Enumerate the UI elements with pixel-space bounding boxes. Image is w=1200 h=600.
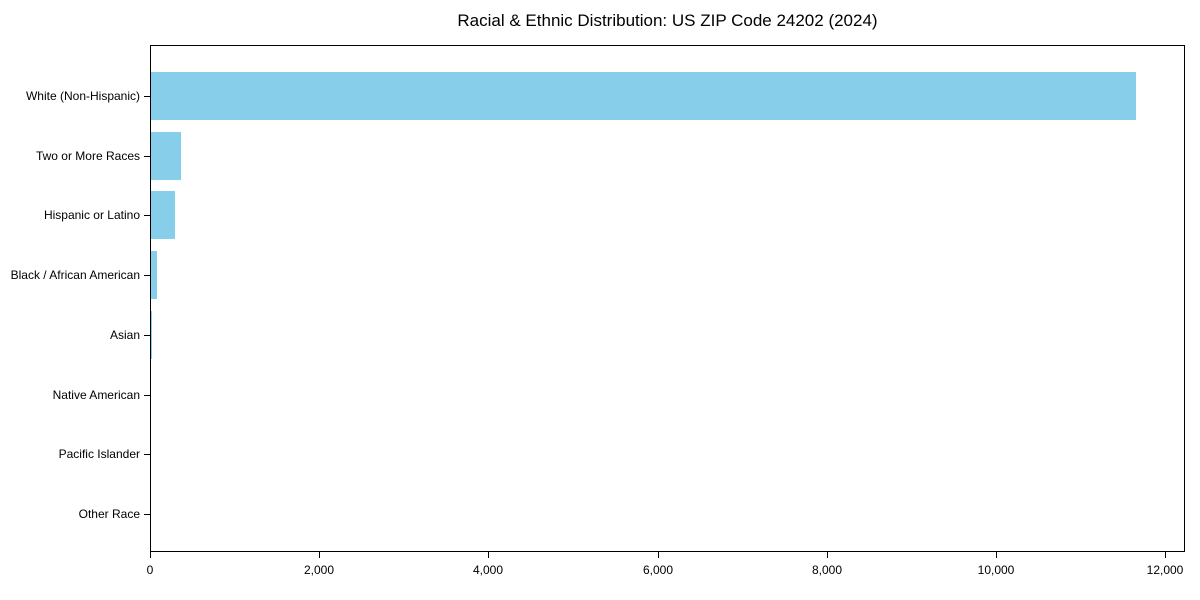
y-tick-label: Other Race bbox=[78, 507, 140, 521]
bar-hispanic-or-latino bbox=[151, 191, 175, 239]
plot-area bbox=[150, 45, 1185, 552]
bar-white-non-hispanic bbox=[151, 72, 1136, 120]
y-tick-label: Native American bbox=[52, 388, 140, 402]
y-tick-label: Hispanic or Latino bbox=[43, 208, 140, 222]
x-tick-mark bbox=[488, 552, 489, 558]
y-tick-mark bbox=[144, 395, 150, 396]
y-tick-mark bbox=[144, 275, 150, 276]
x-tick-label: 4,000 bbox=[472, 563, 504, 577]
x-tick-mark bbox=[658, 552, 659, 558]
x-tick-mark bbox=[996, 552, 997, 558]
y-tick-label: White (Non-Hispanic) bbox=[25, 89, 140, 103]
bar-two-or-more-races bbox=[151, 132, 181, 180]
bar-black-african-american bbox=[151, 251, 157, 299]
x-tick-mark bbox=[1165, 552, 1166, 558]
y-tick-mark bbox=[144, 335, 150, 336]
x-tick-label: 10,000 bbox=[977, 563, 1015, 577]
y-tick-label: Asian bbox=[109, 328, 140, 342]
y-tick-mark bbox=[144, 156, 150, 157]
x-tick-mark bbox=[150, 552, 151, 558]
y-tick-mark bbox=[144, 514, 150, 515]
x-tick-label: 8,000 bbox=[811, 563, 843, 577]
y-tick-mark bbox=[144, 96, 150, 97]
x-tick-mark bbox=[319, 552, 320, 558]
y-tick-label: Black / African American bbox=[10, 268, 140, 282]
chart-title: Racial & Ethnic Distribution: US ZIP Cod… bbox=[457, 11, 878, 30]
x-tick-label: 12,000 bbox=[1146, 563, 1184, 577]
x-tick-mark bbox=[827, 552, 828, 558]
y-tick-label: Two or More Races bbox=[35, 149, 140, 163]
y-tick-mark bbox=[144, 215, 150, 216]
x-tick-label: 0 bbox=[146, 563, 154, 577]
x-tick-label: 6,000 bbox=[642, 563, 674, 577]
x-tick-label: 2,000 bbox=[303, 563, 335, 577]
bar-asian bbox=[151, 311, 152, 359]
y-tick-mark bbox=[144, 454, 150, 455]
y-tick-label: Pacific Islander bbox=[58, 447, 140, 461]
